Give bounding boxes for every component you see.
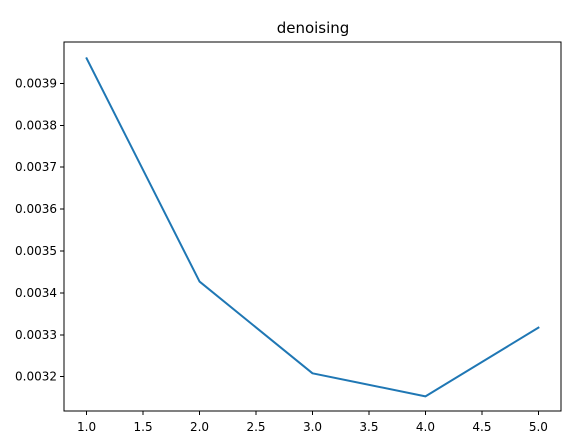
y-tick-label: 0.0033 (15, 328, 57, 342)
x-axis: 1.0 1.5 2.0 2.5 3.0 3.5 4.0 4.5 5.0 (77, 411, 548, 434)
x-tick-label: 1.5 (134, 420, 153, 434)
plot-series-group (85, 56, 540, 398)
x-tick-label: 5.0 (529, 420, 548, 434)
y-tick-label: 0.0037 (15, 160, 57, 174)
y-tick-label: 0.0035 (15, 244, 57, 258)
axes-frame (63, 41, 562, 412)
x-tick-label: 2.0 (190, 420, 209, 434)
x-tick-label: 3.5 (359, 420, 378, 434)
x-tick-label: 1.0 (77, 420, 96, 434)
chart-title: denoising (277, 19, 350, 37)
x-tick-label: 2.5 (246, 420, 265, 434)
x-tick-label: 4.5 (472, 420, 491, 434)
y-axis: 0.0032 0.0033 0.0034 0.0035 0.0036 0.0037 0.00… (15, 76, 64, 384)
y-tick-label: 0.0032 (15, 370, 57, 384)
x-tick-label: 4.0 (416, 420, 435, 434)
y-tick-label: 0.0038 (15, 118, 57, 132)
y-tick-label: 0.0034 (15, 286, 57, 300)
y-tick-label: 0.0039 (15, 76, 57, 90)
plot-frame (63, 41, 562, 412)
series-line-0 (85, 56, 540, 398)
y-tick-label: 0.0036 (15, 202, 57, 216)
x-tick-label: 3.0 (303, 420, 322, 434)
